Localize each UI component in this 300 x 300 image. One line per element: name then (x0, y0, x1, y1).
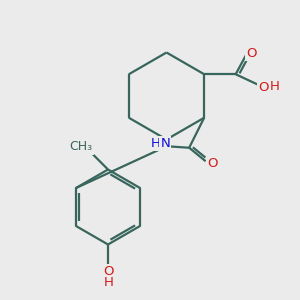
Text: O: O (104, 265, 114, 278)
Text: O: O (207, 157, 217, 170)
Text: H: H (104, 276, 114, 290)
Text: H: H (270, 80, 280, 93)
Text: CH₃: CH₃ (69, 140, 93, 154)
Text: N: N (160, 137, 170, 150)
Text: O: O (246, 47, 257, 60)
Text: O: O (258, 81, 269, 94)
Text: H: H (150, 137, 160, 150)
